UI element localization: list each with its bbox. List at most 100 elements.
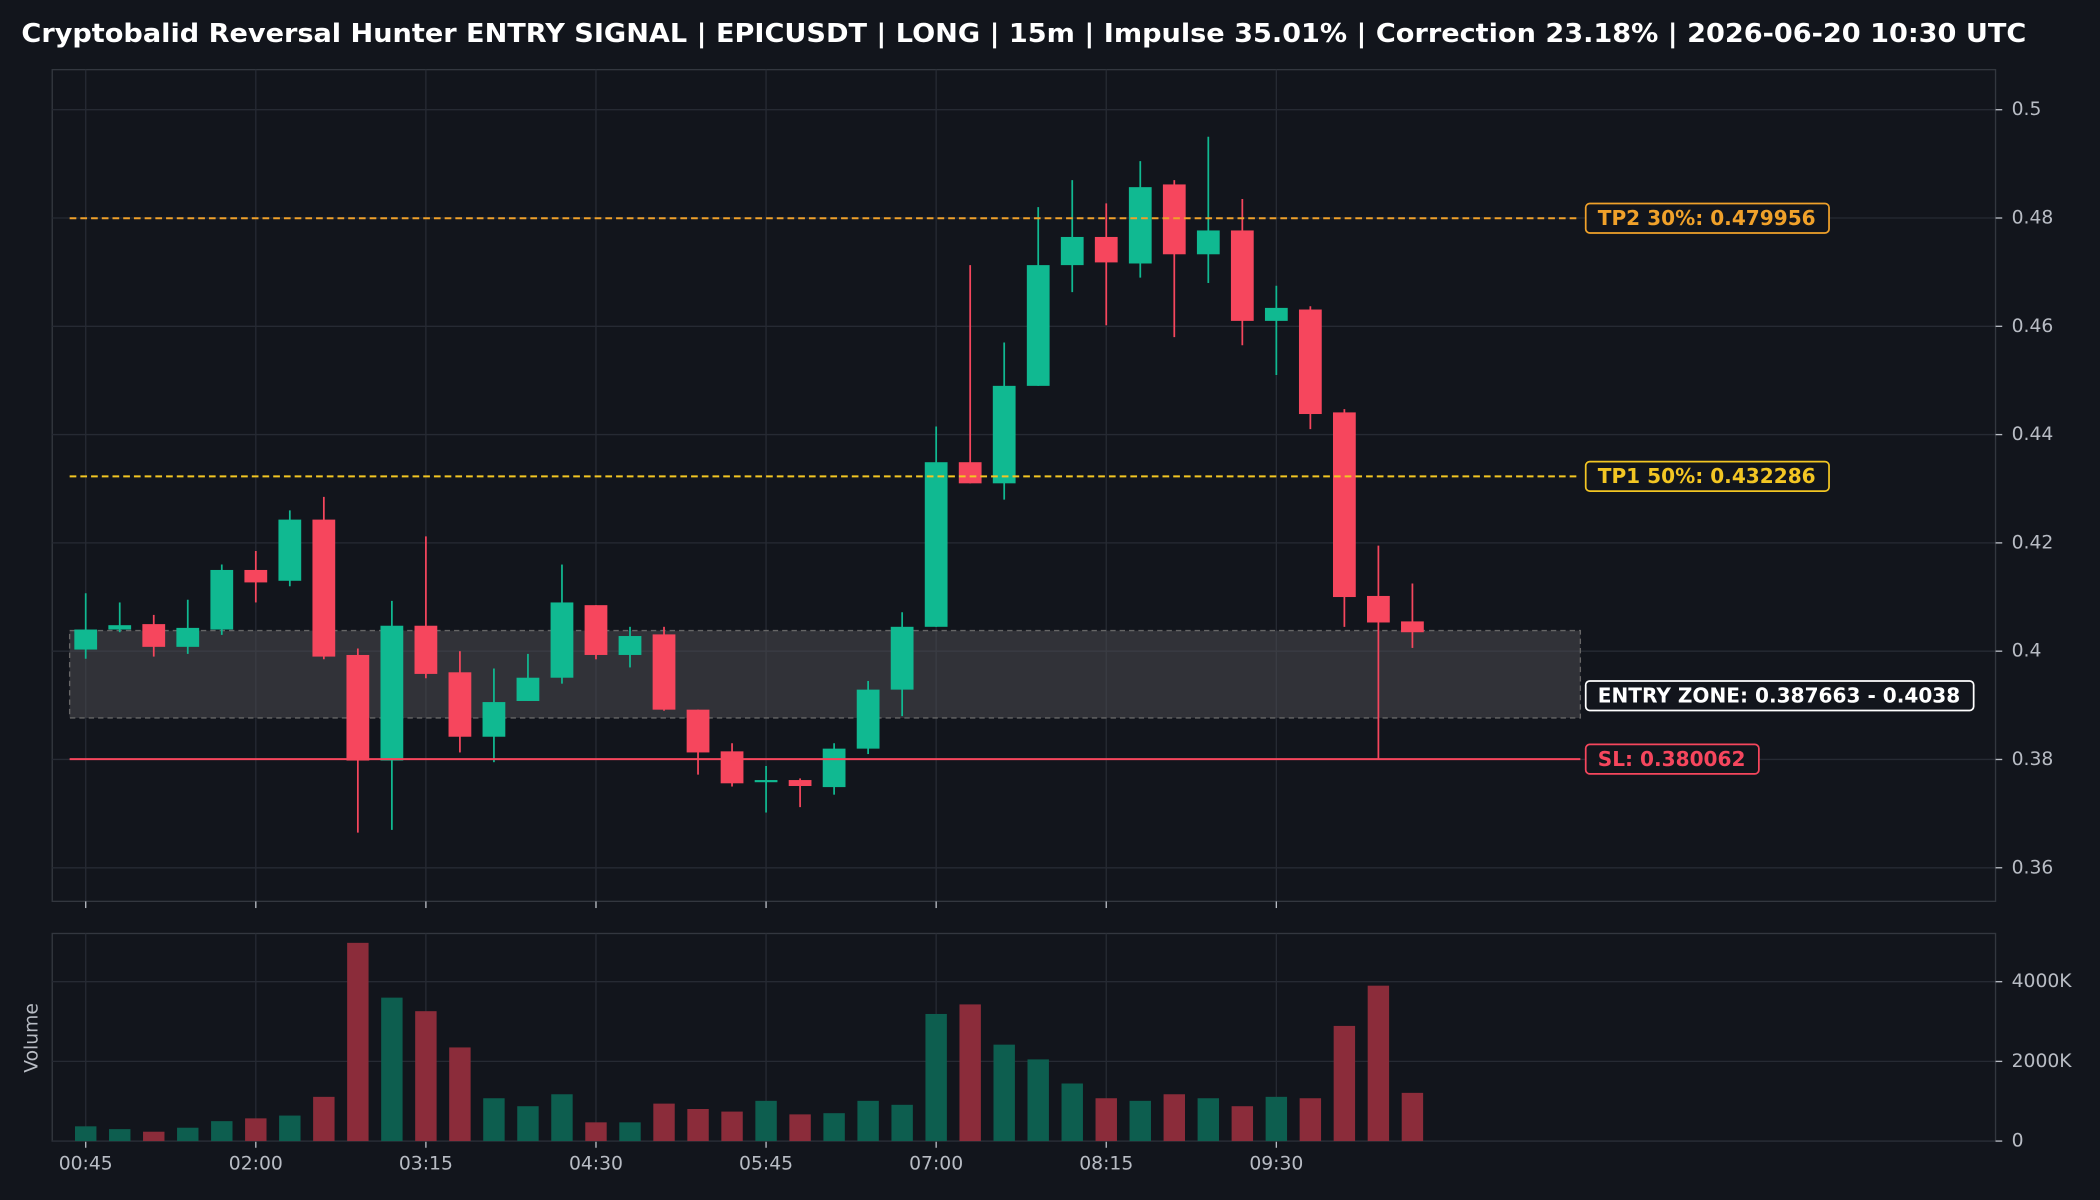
candle-body bbox=[380, 625, 404, 761]
volume-bar bbox=[245, 1118, 267, 1142]
x-tick-label: 04:30 bbox=[569, 1153, 623, 1174]
candle-body bbox=[618, 636, 642, 655]
volume-bar bbox=[449, 1047, 471, 1142]
candle-body bbox=[1060, 236, 1084, 266]
candle-body bbox=[108, 625, 132, 630]
volume-bar bbox=[517, 1106, 539, 1142]
x-tick-label: 05:45 bbox=[739, 1153, 793, 1174]
volume-bar bbox=[721, 1111, 743, 1142]
volume-bar bbox=[279, 1115, 301, 1142]
candle-body bbox=[788, 780, 812, 787]
volume-bar bbox=[755, 1100, 777, 1142]
level-label: TP2 30%: 0.479956 bbox=[1584, 202, 1830, 234]
volume-bar bbox=[1027, 1059, 1049, 1142]
volume-bar bbox=[687, 1108, 709, 1142]
candle-body bbox=[992, 385, 1016, 484]
label-box bbox=[1584, 460, 1830, 492]
volume-bar bbox=[1401, 1092, 1424, 1142]
volume-bar bbox=[1095, 1098, 1117, 1142]
volume-bar bbox=[415, 1011, 437, 1142]
entry-zone bbox=[68, 629, 1582, 719]
candle-body bbox=[720, 751, 744, 784]
y-tick-label: 0.5 bbox=[2012, 99, 2042, 120]
volume-bar bbox=[1163, 1094, 1185, 1142]
candle-body bbox=[550, 602, 574, 678]
volume-bar bbox=[109, 1129, 131, 1142]
volume-bar bbox=[1299, 1098, 1322, 1142]
volume-axis-label: Volume bbox=[22, 1003, 43, 1073]
candle-body bbox=[448, 672, 472, 737]
candle-body bbox=[1298, 309, 1322, 415]
volume-bar bbox=[585, 1122, 607, 1142]
volume-bar bbox=[1265, 1096, 1288, 1142]
label-box bbox=[1584, 680, 1975, 712]
candle-body bbox=[176, 627, 200, 647]
candle-body bbox=[1401, 621, 1424, 633]
candle-body bbox=[142, 624, 166, 647]
volume-bar bbox=[1333, 1025, 1356, 1142]
volume-bar bbox=[789, 1114, 811, 1142]
volume-bar bbox=[1129, 1100, 1151, 1142]
label-box bbox=[1584, 743, 1760, 775]
level-label-text: ENTRY ZONE: 0.387663 - 0.4038 bbox=[1598, 684, 1961, 708]
candle-body bbox=[1230, 230, 1254, 321]
x-tick-label: 08:15 bbox=[1079, 1153, 1133, 1174]
x-tick-label: 07:00 bbox=[909, 1153, 963, 1174]
x-tick-label: 02:00 bbox=[229, 1153, 283, 1174]
candle-body bbox=[1264, 307, 1288, 321]
candle-body bbox=[74, 629, 98, 650]
label-box bbox=[1584, 202, 1830, 234]
chart-title: Cryptobalid Reversal Hunter ENTRY SIGNAL… bbox=[21, 18, 2026, 48]
level-label-text: TP2 30%: 0.479956 bbox=[1598, 206, 1816, 230]
level-label: TP1 50%: 0.432286 bbox=[1584, 460, 1830, 492]
candle-body bbox=[958, 462, 982, 484]
level-label: ENTRY ZONE: 0.387663 - 0.4038 bbox=[1584, 680, 1975, 712]
volume-bar bbox=[891, 1104, 913, 1142]
volume-bar bbox=[823, 1113, 845, 1142]
volume-bar bbox=[619, 1122, 641, 1142]
y-tick-label: 0.36 bbox=[2012, 857, 2054, 878]
candle-body bbox=[1162, 184, 1186, 255]
y-tick-label: 4000K bbox=[2012, 971, 2073, 992]
y-tick-label: 0.4 bbox=[2012, 641, 2042, 662]
volume-bar bbox=[1367, 985, 1390, 1142]
level-label-text: TP1 50%: 0.432286 bbox=[1598, 464, 1816, 488]
x-tick-label: 03:15 bbox=[399, 1153, 453, 1174]
volume-bar bbox=[925, 1013, 947, 1142]
candle-body bbox=[210, 569, 234, 630]
volume-bar bbox=[1197, 1098, 1220, 1142]
volume-bar bbox=[381, 997, 403, 1142]
candle-body bbox=[1026, 265, 1050, 386]
y-tick-label: 0.48 bbox=[2012, 208, 2054, 229]
volume-bar bbox=[959, 1004, 981, 1142]
candle-body bbox=[1367, 595, 1390, 623]
volume-bar bbox=[1231, 1106, 1254, 1142]
volume-bar bbox=[993, 1044, 1015, 1142]
candle-body bbox=[584, 605, 608, 655]
candle-body bbox=[1128, 187, 1152, 264]
y-tick-label: 2000K bbox=[2012, 1051, 2073, 1072]
candle-body bbox=[1094, 236, 1118, 263]
volume-bar bbox=[1061, 1083, 1083, 1142]
candle-body bbox=[516, 677, 540, 701]
candle-body bbox=[652, 634, 676, 710]
candle-body bbox=[822, 748, 846, 788]
candle-body bbox=[686, 709, 710, 753]
y-tick-label: 0.44 bbox=[2012, 424, 2054, 445]
y-tick-label: 0.42 bbox=[2012, 532, 2054, 553]
y-tick-label: 0 bbox=[2012, 1131, 2024, 1152]
candle-body bbox=[1332, 412, 1356, 598]
candle-body bbox=[924, 462, 948, 627]
y-tick-label: 0.38 bbox=[2012, 749, 2054, 770]
candle-body bbox=[244, 569, 268, 583]
candle-body bbox=[856, 689, 880, 749]
volume-bar bbox=[75, 1126, 97, 1142]
candle-body bbox=[482, 702, 506, 737]
volume-bar bbox=[551, 1094, 573, 1142]
volume-bar bbox=[211, 1121, 233, 1142]
y-tick-label: 0.46 bbox=[2012, 316, 2054, 337]
volume-bar bbox=[143, 1131, 165, 1142]
candle-body bbox=[1196, 230, 1220, 255]
volume-bar bbox=[483, 1098, 505, 1142]
